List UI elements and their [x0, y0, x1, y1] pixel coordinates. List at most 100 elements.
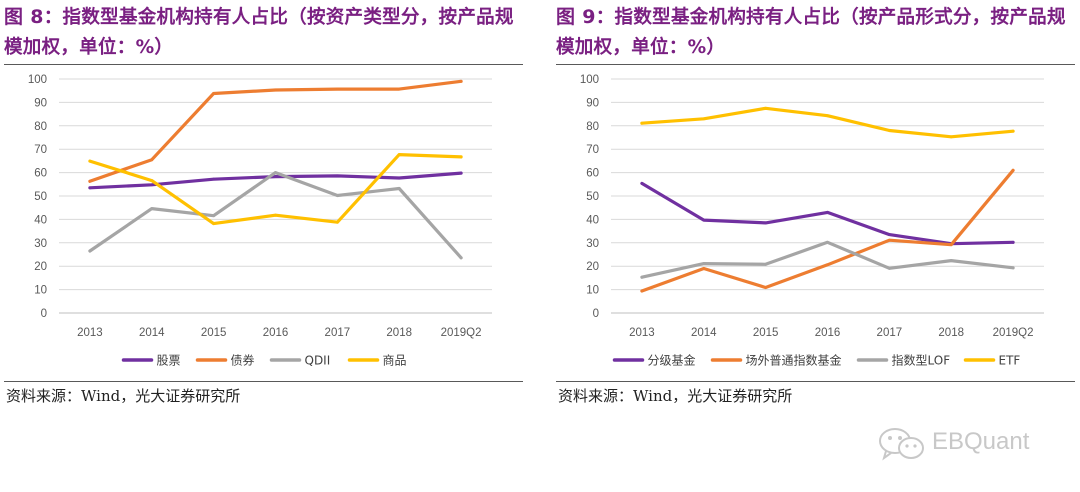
figure-8-series-4-point	[397, 153, 401, 156]
figure-9-y-tick-label: 50	[586, 191, 599, 203]
figure-9-series-3-point	[764, 262, 768, 266]
figure-9-series-4-point	[1011, 129, 1015, 133]
figure-8-series-4-point	[88, 159, 92, 163]
figure-8-x-tick-label: 2013	[77, 327, 103, 339]
figure-8-top-rule	[4, 64, 523, 65]
figure-8-series-3-point	[88, 249, 92, 253]
figure-8-y-tick-label: 60	[34, 168, 47, 180]
figure-9-series-2-point	[640, 289, 644, 293]
figure-8-y-tick-label: 80	[34, 121, 47, 133]
figure-9-panel: 图 9：指数型基金机构持有人占比（按产品形式分，按产品规模加权，单位：%） 0 1…	[556, 0, 1075, 420]
figure-8-series-2-point	[459, 79, 463, 83]
figure-8-panel: 图 8：指数型基金机构持有人占比（按资产类型分，按产品规模加权，单位：%） 0 1…	[4, 0, 523, 420]
figure-9-y-tick-label: 40	[586, 214, 599, 226]
figure-8-source: 资料来源：Wind，光大证券研究所	[6, 387, 241, 405]
figure-9-y-tick-label: 20	[586, 261, 599, 273]
figure-8-x-tick-label: 2018	[386, 327, 412, 339]
figure-9-legend-label-3: 指数型LOF	[892, 353, 951, 368]
figure-9-series-4-point	[826, 114, 829, 118]
figure-9-series-line-2	[640, 168, 1015, 293]
figure-9-series-4-point	[764, 106, 768, 110]
figure-8-series-3-point	[335, 194, 339, 197]
figure-8-series-2-point	[212, 92, 216, 95]
figure-9-x-tick-label: 2016	[815, 327, 841, 339]
figure-8-bottom-rule	[4, 381, 523, 382]
figure-8-series-3-point	[459, 256, 463, 260]
figure-9-legend-label-2: 场外普通指数基金	[746, 353, 842, 368]
figure-9-y-tick-label: 90	[586, 97, 599, 109]
figure-9-series-1-point	[764, 221, 768, 225]
figure-9-legend-label-4: ETF	[999, 354, 1021, 368]
figure-9-series-3-point	[826, 240, 829, 244]
figure-8-y-tick-label: 30	[34, 238, 47, 250]
figure-8-legend-label-1: 股票	[157, 354, 181, 368]
figure-8-x-tick-label: 2016	[263, 327, 289, 339]
figure-8-series-4-point	[274, 213, 277, 217]
figure-8-y-tick-label: 20	[34, 261, 47, 273]
figure-9-series-4-point	[887, 129, 891, 132]
figure-8-title: 图 8：指数型基金机构持有人占比（按资产类型分，按产品规模加权，单位：%）	[4, 2, 523, 63]
figure-9-series-4-point	[949, 135, 953, 139]
figure-9-series-1-point	[1011, 240, 1015, 244]
figure-8-series-4-point	[335, 220, 339, 224]
figure-8-legend-label-4: 商品	[383, 353, 407, 368]
figure-9-x-tick-label: 2015	[753, 327, 779, 339]
figure-8-series-1-point	[397, 176, 401, 180]
figure-8-series-3-point	[212, 214, 216, 218]
figure-9-y-tick-label: 10	[586, 285, 599, 297]
figure-8-chart: 0 10 20 30 40 50 60 70 80 90 100 2013 2014 2015 2016 20…	[28, 74, 492, 368]
figure-9-series-2-point	[887, 238, 891, 242]
figure-8-series-2-point	[150, 158, 154, 162]
figure-9-x-tick-label: 2013	[629, 327, 655, 339]
figure-8-legend-label-2: 债券	[231, 353, 255, 368]
watermark-text: EBQuant	[932, 428, 1030, 455]
figure-8-title-text: ：指数型基金机构持有人占比（按资产类型分，按产品规模加权，单位：%）	[4, 7, 514, 58]
figure-9-series-2-point	[764, 286, 768, 289]
figure-9-y-tick-label: 70	[586, 144, 599, 156]
figure-9-y-tick-label: 80	[586, 121, 599, 133]
figure-8-y-tick-label: 10	[34, 285, 47, 297]
figure-8-series-2-point	[335, 87, 339, 91]
figure-9-y-tick-label: 0	[593, 308, 599, 320]
figure-8-series-1-point	[150, 183, 154, 187]
figure-8-x-tick-label: 2015	[201, 327, 227, 339]
figure-8-series-1-point	[335, 174, 339, 178]
figure-9-top-rule	[556, 64, 1075, 65]
figure-9-series-3-point	[640, 275, 644, 279]
figure-8-series-line-2	[88, 79, 463, 183]
figure-8-series-4-point	[459, 155, 463, 159]
figure-8-series-3-point	[150, 207, 154, 211]
figure-9-x-tick-label: 2018	[938, 327, 964, 339]
figure-8-y-tick-label: 70	[34, 144, 47, 156]
figure-8-series-4-point	[150, 179, 154, 182]
figure-9-series-4-point	[640, 121, 644, 125]
figure-8-y-tick-label: 50	[34, 191, 47, 203]
ebquant-watermark: EBQuant	[878, 424, 1058, 464]
figure-8-y-tick-label: 100	[28, 74, 47, 86]
wechat-icon	[879, 428, 924, 461]
figure-8-x-tick-label: 2014	[139, 327, 165, 339]
figure-9-series-2-point	[1011, 168, 1015, 172]
figure-8-series-3-point	[397, 187, 401, 190]
figure-8-series-4-point	[212, 222, 216, 226]
figure-9-legend-label-1: 分级基金	[648, 353, 696, 368]
figure-9-bottom-rule	[556, 381, 1075, 382]
figure-9-chart: 0 10 20 30 40 50 60 70 80 90 100 2013 2014 2015 2016 20…	[580, 74, 1044, 368]
figure-8-series-3-point	[274, 171, 277, 174]
figure-9-series-1-point	[826, 210, 829, 214]
figure-9-series-3-point	[702, 262, 706, 266]
figure-8-y-tick-label: 40	[34, 214, 47, 226]
figure-8-series-1-point	[459, 171, 463, 175]
figure-9-series-3-point	[887, 266, 891, 270]
figure-9-series-2-point	[949, 243, 953, 247]
figure-8-series-2-point	[397, 87, 401, 91]
figure-9-title-text: ：指数型基金机构持有人占比（按产品形式分，按产品规模加权，单位：%）	[556, 7, 1066, 58]
figure-8-x-tick-label: 2019Q2	[441, 327, 482, 339]
figure-9-series-2-point	[702, 267, 706, 270]
figure-9-series-1-point	[702, 218, 706, 222]
figure-9-x-tick-label: 2017	[877, 327, 903, 339]
figure-9-title: 图 9：指数型基金机构持有人占比（按产品形式分，按产品规模加权，单位：%）	[556, 2, 1075, 63]
figure-9-series-line-4	[640, 106, 1015, 139]
figure-8-series-1-point	[88, 186, 92, 190]
figure-9-y-tick-label: 60	[586, 168, 599, 180]
